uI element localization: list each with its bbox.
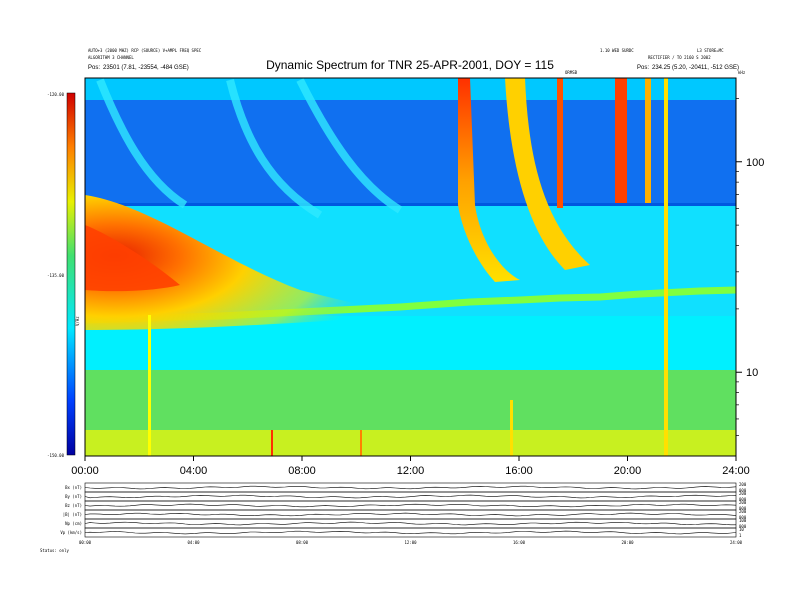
burst-3 <box>557 78 563 208</box>
drift-3 <box>296 78 403 214</box>
x-tick-label: 00:00 <box>71 465 99 477</box>
parameter-label: Bz (nT) <box>65 503 82 508</box>
mini-x-tick-label: 20:00 <box>621 540 634 545</box>
upper-band <box>85 100 736 205</box>
y-axis: 10 100 <box>736 98 764 436</box>
mini-x-tick-label: 24:00 <box>730 540 743 545</box>
colorbar-unit: V/Hz <box>75 316 80 326</box>
parameter-range-top: 100 <box>739 518 747 523</box>
x-tick-label: 08:00 <box>288 465 316 477</box>
mini-x-tick-label: 12:00 <box>404 540 417 545</box>
parameter-trace <box>84 512 737 517</box>
parameter-range-bottom: 000 <box>739 515 747 520</box>
spike-3 <box>360 430 362 456</box>
header-right-pos-value: 234.25 (5.20, -20411, -512 GSE) <box>652 65 739 71</box>
parameter-trace <box>84 530 737 535</box>
parameter-range-top: 200 <box>739 482 747 487</box>
burst-6 <box>664 78 668 456</box>
parameter-panel <box>84 509 737 520</box>
header-left-line1: AUTO+3 (2000 MHZ) RCP (SOURCE) V+AMPL FR… <box>88 48 202 53</box>
colorbar-tick-top: -120.00 <box>47 92 64 97</box>
burst-2 <box>505 78 590 270</box>
header-right-line2: RECTIFIER / TO 2160 S 2002 <box>648 55 711 60</box>
parameter-range-bottom: 000 <box>739 488 747 493</box>
parameter-range-top: 10 <box>739 527 744 532</box>
parameter-panel <box>84 527 737 538</box>
x-tick-label: 12:00 <box>397 465 425 477</box>
mini-x-tick-label: 00:00 <box>79 540 92 545</box>
event-marker-label: ORMSB <box>565 70 578 75</box>
spike-2 <box>271 430 273 456</box>
parameter-label: |B| (nT) <box>63 512 82 517</box>
footer-status: Status: only <box>40 548 69 553</box>
spike-4 <box>510 400 513 456</box>
y-tick-label: 10 <box>746 367 758 379</box>
chart-title: Dynamic Spectrum for TNR 25-APR-2001, DO… <box>266 58 554 72</box>
x-tick-label: 20:00 <box>614 465 642 477</box>
header-left-pos-label: Pos: <box>88 65 100 71</box>
x-tick-label: 24:00 <box>722 465 750 477</box>
x-axis: 00:00 04:00 08:00 12:00 16:00 20:00 24:00 <box>71 456 750 477</box>
intense-emission <box>85 195 380 330</box>
mini-x-tick-label: 16:00 <box>513 540 526 545</box>
header-right-pos-label: Pos: <box>637 65 649 71</box>
parameter-label: By (nT) <box>65 494 82 499</box>
colorbar <box>66 92 76 456</box>
spike-1 <box>148 315 151 456</box>
parameter-panel <box>84 482 737 493</box>
parameter-label: Np (cm) <box>65 521 82 526</box>
colorbar-tick-bottom: -150.00 <box>47 453 64 458</box>
burst-1 <box>458 78 520 282</box>
spectrogram <box>85 78 736 456</box>
colorbar-tick-mid: -135.00 <box>47 273 64 278</box>
parameter-range-bottom: 000 <box>739 524 747 529</box>
header-right-line1: 1.10 WED SURDC <box>600 48 634 53</box>
header-right-line1b: L3 STORE=MC <box>697 48 724 53</box>
y-tick-label: 100 <box>746 157 764 169</box>
upper-band-strip <box>85 78 736 100</box>
y-unit-label: kHz <box>738 70 746 75</box>
parameter-trace <box>84 521 736 526</box>
parameter-panel <box>84 500 737 511</box>
parameter-trace <box>84 485 737 490</box>
parameter-range-bottom: 000 <box>739 506 747 511</box>
drift-1 <box>96 78 188 209</box>
drift-2 <box>226 79 323 219</box>
parameter-label: Bx (nT) <box>65 485 82 490</box>
parameter-range-top: 200 <box>739 500 747 505</box>
parameter-range-bottom: 1 <box>739 533 742 538</box>
x-tick-label: 04:00 <box>180 465 208 477</box>
parameter-trace <box>84 503 737 508</box>
lower-yellow <box>85 430 736 456</box>
parameter-label: Vp (km/s) <box>60 530 82 535</box>
x-tick-label: 16:00 <box>505 465 533 477</box>
header-left-pos-value: 23501 (7.81, -23554, -484 GSE) <box>103 65 189 71</box>
parameter-range-top: 200 <box>739 491 747 496</box>
mini-x-tick-label: 04:00 <box>187 540 200 545</box>
mini-x-tick-label: 08:00 <box>296 540 309 545</box>
burst-5 <box>645 78 651 203</box>
lower-green <box>85 370 736 440</box>
parameter-trace <box>84 494 737 499</box>
band-edge <box>85 203 736 206</box>
burst-4 <box>615 78 627 203</box>
parameter-range-top: 200 <box>739 509 747 514</box>
parameter-range-bottom: 000 <box>739 497 747 502</box>
header-left-line2: ALGORITHM 3 CHANNEL <box>88 55 134 60</box>
intense-emission-core <box>85 225 180 292</box>
